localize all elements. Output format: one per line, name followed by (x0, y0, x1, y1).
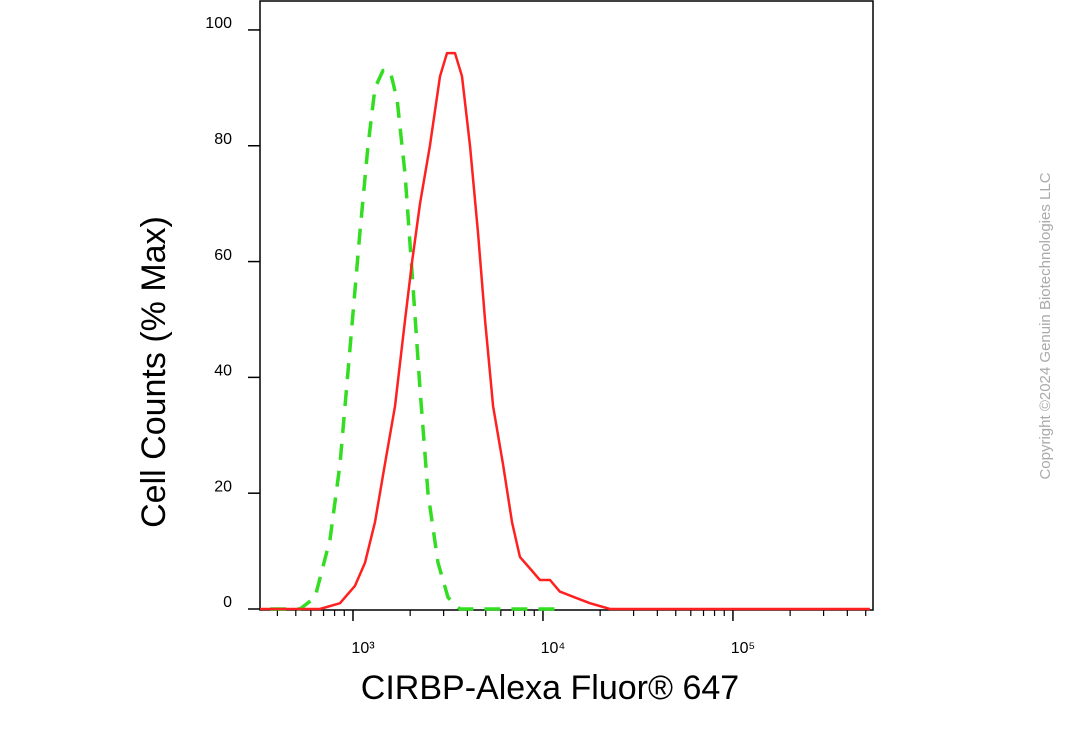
x-tick-label: 10⁵ (731, 640, 755, 657)
plot-frame (259, 0, 874, 611)
y-tick-label: 0 (223, 594, 232, 611)
copyright: Copyright ©2024 Genuin Biotechnologies L… (1037, 172, 1054, 479)
y-tick-label: 40 (214, 363, 232, 380)
x-tick-label: 10⁴ (541, 640, 566, 657)
histogram-line (270, 68, 560, 611)
x-axis-label: CIRBP-Alexa Fluor® 647 (361, 669, 739, 707)
y-tick-label: 100 (205, 15, 232, 32)
x-tick-label: 10³ (351, 640, 375, 657)
y-tick-label: 80 (214, 131, 232, 148)
histogram-line (260, 51, 870, 611)
y-tick-label: 60 (214, 247, 232, 264)
y-axis-label: Cell Counts (% Max) (135, 216, 173, 528)
y-tick-label: 20 (214, 478, 232, 495)
